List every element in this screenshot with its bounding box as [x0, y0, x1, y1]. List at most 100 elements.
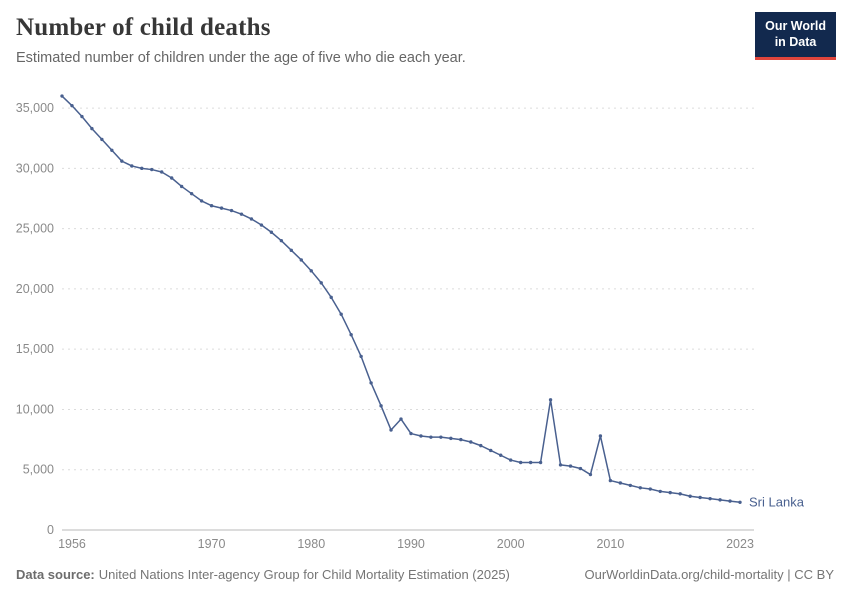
- data-point: [120, 159, 124, 163]
- data-point: [199, 199, 204, 203]
- data-point: [349, 333, 353, 337]
- data-point: [638, 486, 642, 490]
- data-point: [688, 494, 692, 498]
- data-point: [150, 167, 154, 172]
- y-tick-label: 5,000: [23, 463, 54, 477]
- y-tick-label: 20,000: [16, 282, 54, 296]
- x-tick-label: 1970: [198, 537, 226, 551]
- data-point: [189, 191, 194, 196]
- data-point: [219, 206, 224, 210]
- data-point: [668, 490, 672, 495]
- data-point: [499, 453, 503, 457]
- data-point: [309, 269, 313, 273]
- x-tick-label: 1980: [297, 537, 325, 551]
- data-point: [548, 398, 553, 402]
- data-point: [269, 230, 274, 234]
- data-point: [389, 428, 393, 432]
- data-point: [110, 148, 114, 152]
- data-point: [568, 464, 573, 468]
- data-point: [319, 281, 323, 285]
- attribution-text: OurWorldinData.org/child-mortality | CC …: [584, 567, 835, 582]
- x-tick-label: 2010: [596, 537, 624, 551]
- data-point: [209, 204, 214, 208]
- owid-logo-line-2: in Data: [774, 35, 817, 50]
- data-point: [299, 258, 303, 262]
- x-tick-label: 2000: [497, 537, 525, 551]
- y-tick-label: 25,000: [16, 222, 54, 236]
- y-tick-label: 10,000: [16, 402, 54, 416]
- data-point: [538, 460, 543, 465]
- x-tick-label: 1956: [58, 537, 86, 551]
- owid-logo-line-1: Our World: [765, 19, 826, 33]
- data-point: [160, 170, 164, 174]
- data-point: [678, 492, 682, 496]
- data-point: [439, 435, 443, 439]
- y-tick-label: 0: [47, 523, 54, 537]
- data-point: [239, 212, 244, 216]
- data-point: [259, 223, 264, 227]
- data-point: [728, 499, 732, 503]
- data-point: [399, 417, 403, 421]
- chart-area: 0 5,000 10,000 15,000 20,000 25,000 30,000 35,0…: [0, 75, 850, 565]
- data-point: [359, 354, 363, 359]
- chart-subtitle: Estimated number of children under the a…: [16, 50, 466, 66]
- data-point: [588, 472, 593, 477]
- page-title: Number of child deaths: [16, 14, 271, 41]
- data-point: [379, 404, 383, 408]
- data-point: [459, 437, 463, 442]
- data-point: [558, 463, 563, 467]
- x-tick-label: 2023: [726, 537, 754, 551]
- data-point: [489, 448, 493, 453]
- data-point: [419, 434, 423, 438]
- data-source-text: United Nations Inter-agency Group for Ch…: [98, 567, 510, 582]
- data-point: [469, 440, 473, 444]
- data-point: [169, 176, 174, 180]
- data-point: [648, 487, 652, 491]
- data-point: [449, 436, 453, 441]
- data-point: [70, 103, 74, 108]
- data-point: [718, 498, 722, 502]
- data-point: [329, 295, 333, 300]
- data-point: [289, 248, 294, 253]
- data-point: [708, 496, 712, 501]
- data-point: [130, 164, 134, 168]
- data-point: [279, 238, 284, 243]
- chart-header: Number of child deaths Estimated number …: [16, 14, 730, 66]
- data-point: [608, 478, 613, 483]
- data-point: [339, 312, 343, 316]
- y-tick-label: 35,000: [16, 101, 54, 115]
- data-point: [140, 166, 144, 171]
- y-tick-label: 30,000: [16, 161, 54, 175]
- data-point: [429, 435, 433, 439]
- data-point: [698, 495, 702, 500]
- data-point: [578, 466, 583, 471]
- data-point: [479, 443, 483, 448]
- data-point: [369, 381, 373, 385]
- data-point: [229, 208, 234, 213]
- data-point: [628, 483, 633, 488]
- line-chart: 0 5,000 10,000 15,000 20,000 25,000 30,000 35,0…: [16, 94, 805, 551]
- data-point: [409, 431, 413, 436]
- data-point: [738, 500, 742, 504]
- data-source-note: Data source: United Nations Inter-agency …: [16, 567, 510, 582]
- data-point: [90, 126, 94, 131]
- x-tick-label: 1990: [397, 537, 425, 551]
- chart-footer: Data source: United Nations Inter-agency …: [16, 567, 834, 582]
- data-point: [598, 434, 603, 438]
- data-point: [528, 460, 533, 465]
- data-point: [80, 114, 84, 119]
- data-point: [618, 481, 623, 485]
- data-point: [249, 217, 254, 221]
- data-point: [100, 137, 104, 142]
- data-line: [61, 95, 741, 504]
- data-point: [518, 460, 523, 465]
- data-point: [658, 489, 662, 494]
- data-source-label: Data source:: [16, 567, 95, 582]
- entity-label: Sri Lanka: [749, 494, 805, 509]
- owid-logo: Our World in Data: [755, 12, 836, 60]
- data-point: [508, 458, 513, 462]
- data-point: [60, 94, 64, 98]
- data-point: [179, 184, 184, 189]
- y-tick-label: 15,000: [16, 342, 54, 356]
